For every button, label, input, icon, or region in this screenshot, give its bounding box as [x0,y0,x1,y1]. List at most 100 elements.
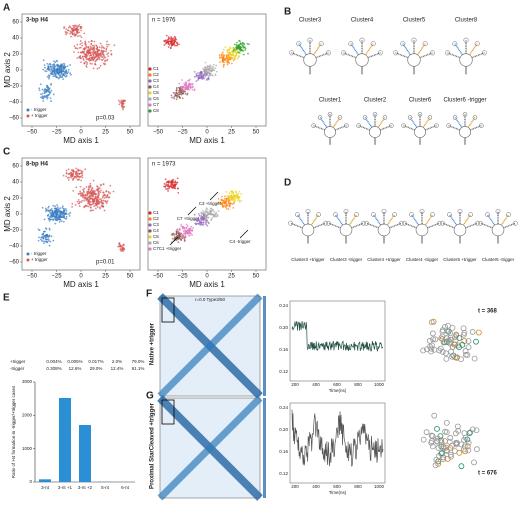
scatter-dot [95,59,97,62]
scatter-dot [167,46,170,48]
label: B [284,7,291,18]
scatter-dot [222,65,225,68]
hairpin [348,41,354,47]
scatter-dot [206,224,209,227]
scatter-dot [53,63,55,65]
scatter-dot [209,72,212,75]
protein [438,437,445,444]
scatter-dot [91,62,93,65]
scatter-dot [69,30,72,33]
scatter-dot [107,52,110,54]
label: 91.1% [132,366,145,371]
scatter-dot [169,47,172,50]
hairpin [430,212,435,217]
scatter-dot [79,192,82,194]
scatter-dot [207,216,210,219]
scatter-dot [93,205,95,208]
scatter-dot [208,213,211,216]
scatter-dot [59,207,62,210]
hairpin [513,220,518,226]
scatter-dot [40,239,43,242]
scatter-dot [43,240,46,243]
row-label: Native +trigger [150,322,156,365]
scatter-dot [206,65,209,67]
scatter-dot [232,59,235,62]
scatter-dot [174,184,177,187]
scatter-dot [80,179,83,182]
scatter-dot [53,72,56,74]
label: 3-nt +1 [58,485,73,490]
scatter-dot [44,210,47,213]
scatter-dot [112,190,115,193]
axis-label: MD axis 1 [63,280,99,289]
scatter-dot [84,194,87,197]
scatter-dot [109,192,111,195]
scatter-dot [166,188,169,190]
scatter-dot [98,66,101,69]
protein [420,436,427,443]
label: 1000 [22,446,33,451]
time-series [291,409,384,467]
scatter-dot [96,46,99,49]
label: 29.0% [90,366,103,371]
scatter-dot [42,237,45,240]
label: 3-bp H4 [26,18,49,24]
stem [290,222,303,229]
scatter-dot [195,80,198,83]
scatter-dot [208,74,211,77]
scatter-dot [165,41,168,43]
scatter-dot [68,25,71,28]
scatter-dot [87,40,90,43]
scatter-dot [69,174,72,177]
stem [486,214,496,226]
scatter-dot [237,44,239,47]
scatter-dot [90,203,93,206]
scatter-dot [186,79,189,82]
scatter-dot [228,51,230,54]
hairpin [326,220,331,226]
scatter-dot [174,94,177,96]
scatter-dot [96,56,99,58]
legend-dot [26,252,30,256]
label: −60 [9,116,20,122]
scatter-dot [243,43,246,46]
legend-dot [26,258,30,262]
hairpin [289,50,295,56]
scatter-dot [227,61,230,64]
scatter-dot [77,178,79,181]
scatter-dot [103,197,106,199]
scatter-dot [95,202,97,205]
scatter-dot [212,214,215,217]
label: Cluster6 -trigger [443,98,486,104]
scatter-dot [201,77,204,80]
scatter-dot [166,180,169,183]
scatter-dot [171,237,174,240]
hairpin [422,41,428,47]
scatter-dot [61,212,63,214]
highlight [161,297,175,323]
protein [429,330,436,337]
scatter-dot [222,48,225,51]
scatter-dot [240,193,242,195]
scatter-dot [70,171,73,174]
scatter-dot [215,215,218,218]
ts-frame [289,300,386,382]
scatter-dot [221,56,224,59]
label: 8-bp H4 [26,162,49,168]
scatter-dot [214,74,217,77]
scatter-dot [220,202,223,205]
scatter-dot [100,184,102,187]
scatter-dot [231,56,234,59]
scatter-dot [96,54,99,56]
label: 20 [12,52,19,58]
protein [465,439,472,446]
scatter-dot [122,105,125,108]
scatter-dot [202,211,205,214]
scatter-dot [86,61,89,64]
scatter-dot [224,195,226,198]
scatter-dot [97,194,100,196]
scatter-dot [94,53,97,55]
scatter-dot [87,59,90,61]
heat-diag [157,293,263,399]
scatter-dot [208,67,211,70]
